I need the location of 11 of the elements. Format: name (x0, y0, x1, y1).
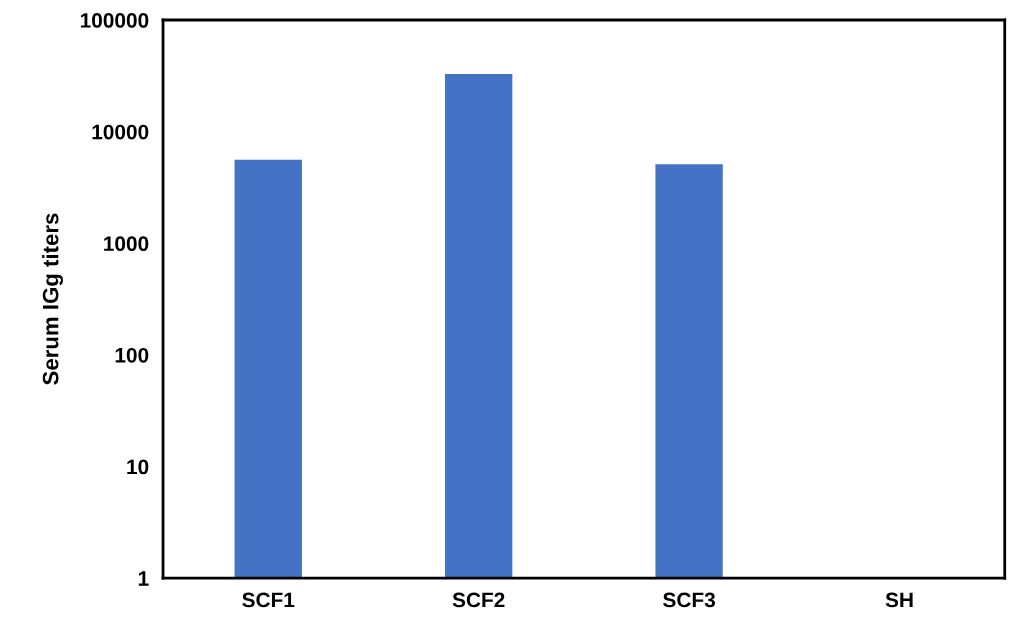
x-tick-label: SCF3 (663, 592, 715, 608)
y-tick-label: 10000 (92, 124, 149, 140)
y-tick-label: 100 (115, 347, 149, 363)
x-tick-label: SCF1 (242, 592, 295, 608)
x-tick-label: SCF2 (452, 592, 505, 608)
y-tick-label: 100000 (80, 13, 149, 28)
y-tick-label: 1 (138, 571, 149, 586)
y-tick-label: 10 (127, 459, 149, 475)
y-tick-label: 1000 (104, 236, 149, 251)
y-axis-title: Serum IGg titers (42, 213, 63, 385)
x-tick-label: SH (885, 592, 913, 608)
